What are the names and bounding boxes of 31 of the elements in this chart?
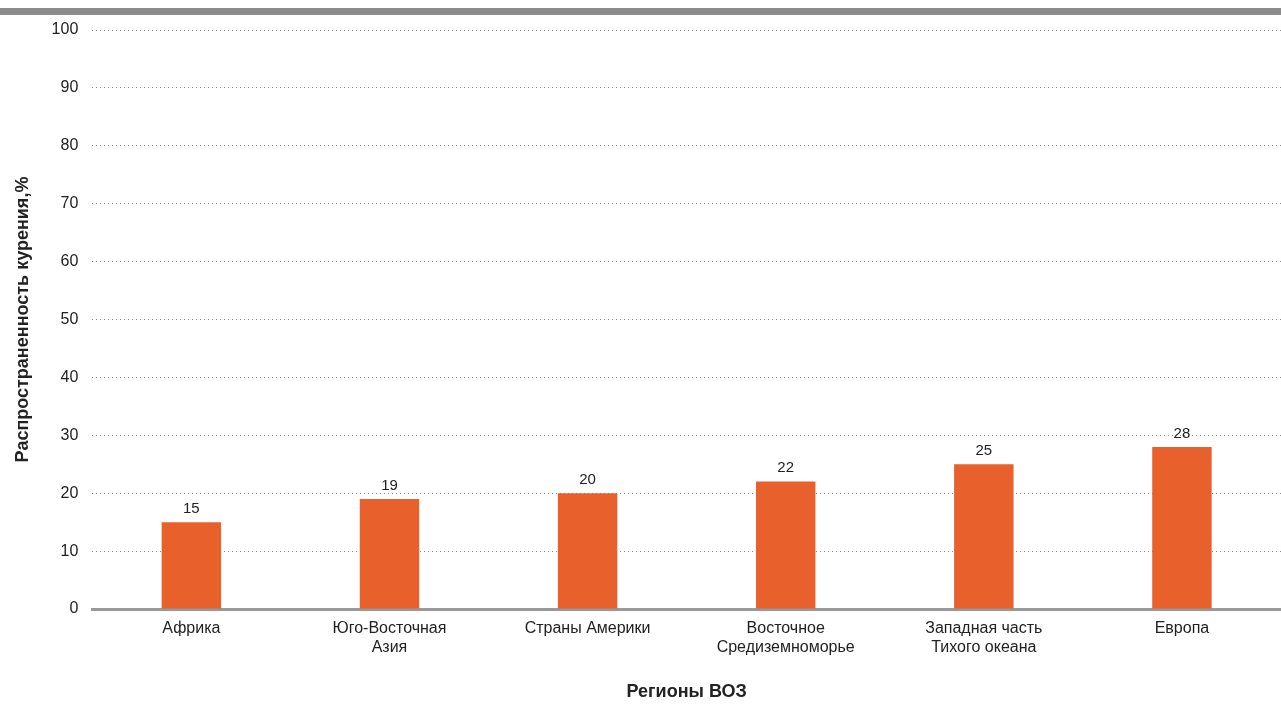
data-label: 19 bbox=[381, 475, 398, 493]
y-tick-label: 30 bbox=[60, 425, 79, 443]
y-axis-title: Распространенность курения,% bbox=[11, 176, 32, 463]
y-tick-label: 0 bbox=[69, 599, 79, 617]
data-label: 28 bbox=[1173, 423, 1191, 441]
x-tick-label: Юго-Восточная Азия bbox=[332, 619, 447, 656]
x-tick-label: Страны Америки bbox=[524, 619, 651, 637]
bar bbox=[954, 464, 1014, 609]
x-tick-label: Африка bbox=[162, 619, 221, 637]
data-label: 15 bbox=[183, 498, 200, 516]
y-tick-label: 10 bbox=[60, 541, 79, 559]
y-tick-label: 70 bbox=[60, 194, 79, 212]
y-tick-label: 50 bbox=[60, 309, 79, 327]
bar bbox=[1152, 446, 1212, 609]
data-label: 20 bbox=[579, 469, 596, 487]
bar bbox=[755, 481, 816, 609]
bar bbox=[359, 498, 420, 609]
x-tick-label: Западная часть Тихого океана bbox=[925, 619, 1043, 656]
y-tick-label: 100 bbox=[51, 20, 79, 38]
bar bbox=[557, 493, 618, 609]
x-tick-label: Восточное Средиземноморье bbox=[716, 619, 855, 656]
data-label: 22 bbox=[777, 458, 795, 476]
y-tick-label: 60 bbox=[60, 252, 79, 270]
x-axis-title: Регионы ВОЗ bbox=[626, 681, 747, 702]
y-tick-label: 20 bbox=[60, 483, 79, 501]
x-tick-label: Европа bbox=[1154, 619, 1210, 637]
y-tick-label: 80 bbox=[60, 136, 79, 154]
y-tick-label: 90 bbox=[60, 78, 79, 96]
y-tick-label: 40 bbox=[60, 367, 79, 385]
bar bbox=[161, 522, 222, 609]
data-label: 25 bbox=[975, 440, 993, 458]
